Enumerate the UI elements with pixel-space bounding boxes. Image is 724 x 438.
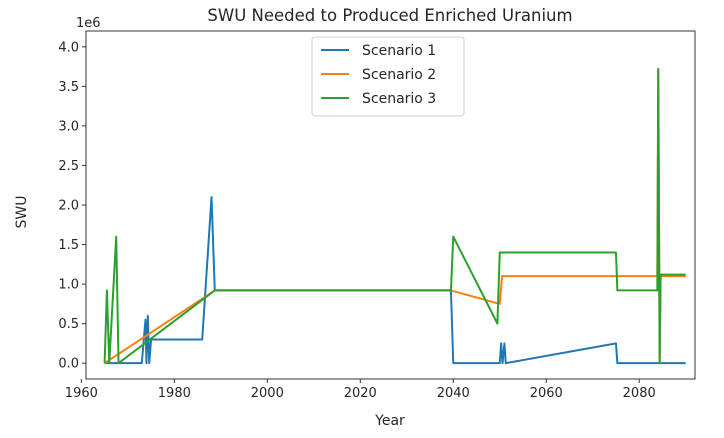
series-line-3: [103, 67, 686, 365]
x-tick-label: 2000: [251, 386, 284, 401]
legend-label-3: Scenario 3: [362, 91, 436, 107]
y-tick-label: 1.5: [58, 238, 79, 253]
x-axis-ticks: 1960 1980 2000 2020 2040 2060 2080: [65, 379, 656, 401]
series-line-1: [104, 196, 686, 365]
x-tick-label: 2060: [530, 386, 563, 401]
legend: Scenario 1 Scenario 2 Scenario 3: [311, 36, 465, 117]
y-axis-ticks: 0.0 0.5 1.0 1.5 2.0 2.5 3.0 3.5 4.0: [58, 40, 86, 372]
x-tick-label: 2020: [344, 386, 377, 401]
y-tick-label: 1.0: [58, 278, 79, 293]
chart-title: SWU Needed to Produced Enriched Uranium: [207, 6, 572, 25]
x-tick-label: 2040: [437, 386, 470, 401]
legend-label-2: Scenario 2: [362, 67, 436, 83]
y-offset-label: 1e6: [76, 16, 101, 31]
y-tick-label: 4.0: [58, 40, 79, 55]
y-tick-label: 0.5: [58, 317, 79, 332]
x-tick-label: 1980: [158, 386, 191, 401]
x-tick-label: 1960: [65, 386, 98, 401]
y-axis-label: SWU: [14, 196, 30, 229]
plot-series: [103, 67, 686, 365]
legend-box: [311, 36, 465, 117]
y-tick-label: 0.0: [58, 357, 79, 372]
legend-label-1: Scenario 1: [362, 43, 436, 59]
y-tick-label: 2.5: [58, 159, 79, 174]
y-tick-label: 3.0: [58, 119, 79, 134]
plot-frame: [85, 30, 696, 380]
y-tick-label: 2.0: [58, 199, 79, 214]
y-tick-label: 3.5: [58, 80, 79, 95]
x-axis-label: Year: [374, 413, 405, 429]
x-tick-label: 2080: [623, 386, 656, 401]
